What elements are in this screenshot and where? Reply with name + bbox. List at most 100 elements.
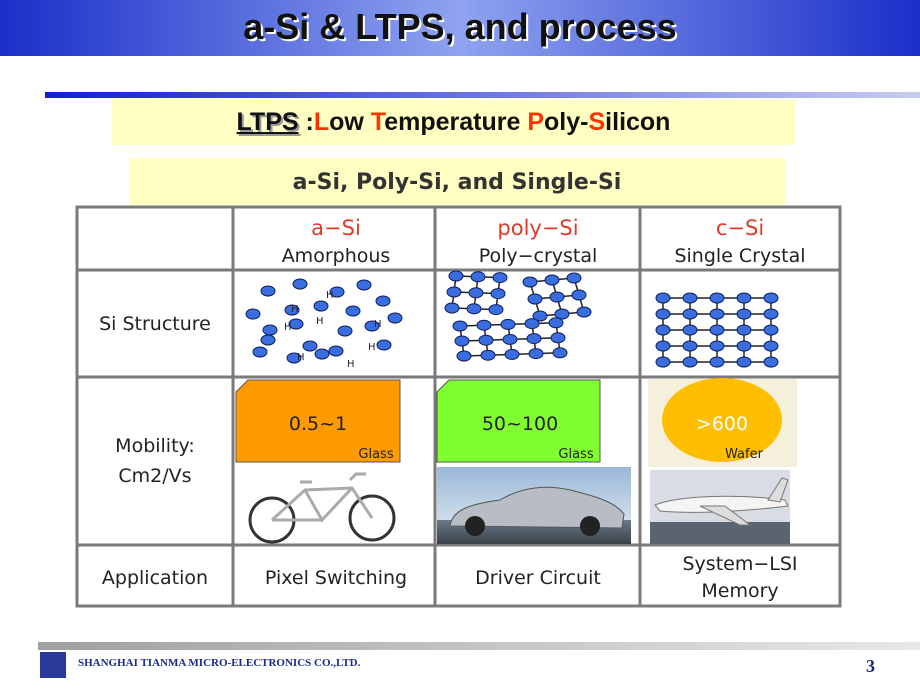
atom [488,304,504,316]
atom [655,308,671,320]
hydrogen-label: H [326,290,334,301]
atom [446,286,462,298]
atom [655,324,671,336]
atom [763,308,779,320]
column-subname: Poly−crystal [479,245,598,267]
atom [376,339,392,351]
row-label: Cm2/Vs [118,465,191,487]
column-name: poly−Si [497,216,578,240]
table-grid [75,205,842,608]
word-rest: ow [329,108,371,136]
atom [763,340,779,352]
atom [452,320,468,332]
application: Memory [701,580,778,602]
comparison-table: a-Si, Poly-Si, and Single-Si a−Si Amorph… [75,158,842,608]
atom [552,347,568,359]
atom [549,291,565,303]
hydrogen-label: H [347,359,355,370]
atom [571,289,587,301]
substrate: Wafer [725,447,764,462]
column-subname: Single Crystal [674,245,805,267]
atom [544,274,560,286]
application: Pixel Switching [265,567,407,589]
hydrogen-label: H [316,316,324,327]
atom [527,293,543,305]
atom [490,288,506,300]
atom [682,292,698,304]
atom [736,324,752,336]
atom [480,349,496,361]
row-label: Application [102,567,208,589]
atom [466,303,482,315]
row-label: Si Structure [99,313,211,335]
hydrogen-label: H [374,319,382,330]
atom [313,300,329,312]
atom [655,292,671,304]
page-number: 3 [866,656,875,676]
table-heading: a-Si, Poly-Si, and Single-Si [293,170,622,195]
atom [736,356,752,368]
atom [444,302,460,314]
substrate: Glass [558,447,593,462]
atom [526,333,542,345]
atom [292,278,308,290]
atom [736,340,752,352]
footer-square [40,652,66,678]
atom [524,318,540,330]
atom [260,334,276,346]
atom [288,318,304,330]
atom [245,308,261,320]
table-heading-box [130,158,785,205]
atom [682,356,698,368]
atom [655,356,671,368]
atom [448,270,464,282]
atom [504,348,520,360]
substrate: Glass [358,447,393,462]
atom [387,312,403,324]
hydrogen-label: H [291,304,299,315]
atom [528,348,544,360]
atom [500,318,516,330]
atom [682,308,698,320]
atom [709,292,725,304]
atom [709,324,725,336]
word-rest: ilicon [605,108,671,136]
atom [337,325,353,337]
column-name: a−Si [311,216,361,240]
column-subname: Amorphous [282,245,391,267]
atom [576,306,592,318]
car-image [437,467,631,544]
initial: S [588,108,606,136]
atom [468,287,484,299]
atom [314,348,330,360]
atom [682,324,698,336]
atom [763,324,779,336]
atom [364,320,380,332]
application: Driver Circuit [475,567,601,589]
footer-rule [38,642,920,650]
mobility-value: 50~100 [482,413,558,435]
atom [286,352,302,364]
application: System−LSI [682,553,797,575]
company-name: SHANGHAI TIANMA MICRO-ELECTRONICS CO.,LT… [78,657,361,669]
airplane-image [650,470,790,544]
atom [345,305,361,317]
acronym: LTPS [236,108,299,136]
atom [682,340,698,352]
atom [356,279,372,291]
atom [476,319,492,331]
word-rest: oly- [544,108,589,136]
initial: L [313,108,330,136]
row-label: Mobility: [115,435,195,457]
hydrogen-label: H [284,322,292,333]
atom [763,292,779,304]
atom [548,317,564,329]
atom [260,285,276,297]
atom [709,356,725,368]
initial: P [527,108,545,136]
atom [736,308,752,320]
header-bar [0,0,920,56]
atom [566,272,582,284]
